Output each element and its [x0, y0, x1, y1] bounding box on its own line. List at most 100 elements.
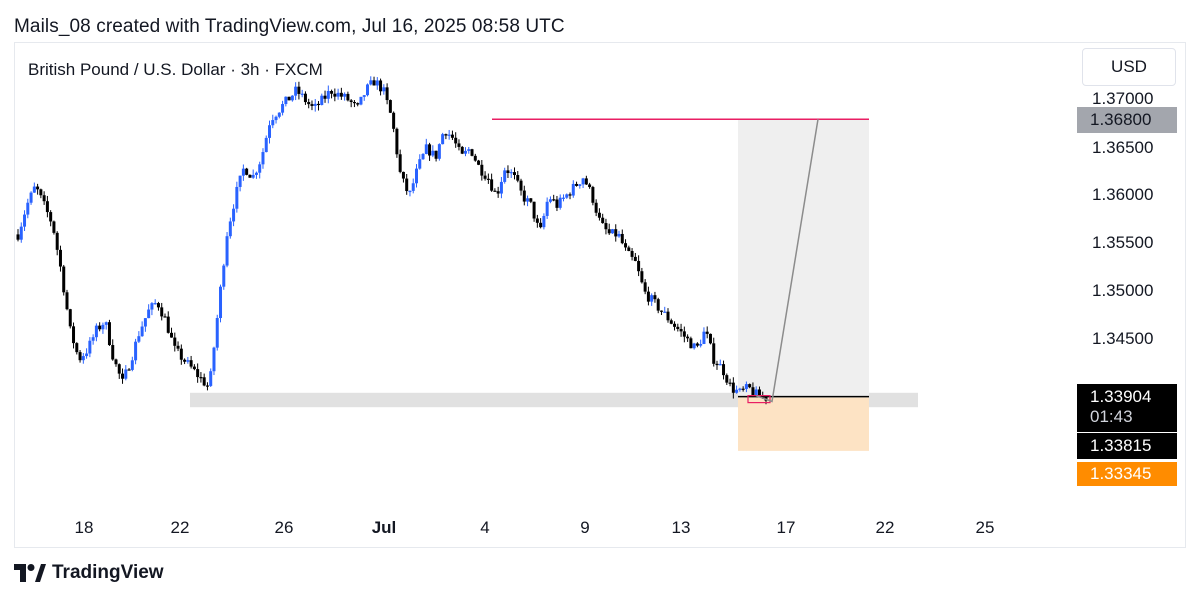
candle [483, 171, 487, 181]
candle [320, 93, 324, 106]
candle [317, 101, 321, 111]
candle [643, 279, 647, 295]
date-tick: 22 [875, 518, 895, 537]
candle [245, 167, 249, 176]
candle [19, 222, 23, 243]
candle [219, 284, 223, 323]
profit-target-zone[interactable] [738, 119, 869, 398]
candle [722, 360, 726, 380]
candle [702, 327, 706, 345]
candle [189, 355, 193, 369]
candle [366, 83, 370, 97]
candle [166, 311, 170, 334]
candle [630, 248, 634, 261]
candle [526, 195, 530, 207]
candle [607, 223, 611, 235]
candle [134, 338, 138, 365]
candle [199, 372, 203, 383]
price-tick: 1.36000 [1092, 185, 1154, 204]
candle [261, 148, 265, 169]
candle [669, 318, 673, 325]
candle [447, 129, 451, 140]
candle [271, 114, 275, 129]
last-price-label: 1.33904 01:43 [1077, 384, 1177, 432]
candle [421, 153, 425, 160]
stop-price-label: 1.33345 [1077, 462, 1177, 486]
candle [499, 176, 503, 199]
candle [565, 193, 569, 199]
candle [104, 321, 108, 330]
projection-path[interactable] [755, 119, 819, 403]
candle [388, 99, 392, 114]
candle [561, 194, 565, 202]
candle [493, 188, 497, 192]
candle [715, 360, 719, 370]
candle [55, 231, 59, 256]
candle [130, 356, 134, 372]
candle [591, 185, 595, 206]
candle [294, 82, 298, 101]
candle [434, 150, 438, 162]
candle [212, 346, 216, 376]
candle [300, 89, 304, 98]
candle [369, 76, 373, 86]
candle [705, 326, 709, 339]
candle [418, 154, 422, 170]
candle [163, 313, 167, 318]
candle [98, 322, 102, 332]
stop-loss-zone[interactable] [738, 397, 869, 451]
entry-marker [747, 395, 771, 404]
price-tick: 1.34500 [1092, 329, 1154, 348]
candle [62, 264, 66, 296]
tradingview-logo-text: TradingView [52, 562, 164, 583]
candle [251, 169, 255, 179]
candle [349, 99, 353, 108]
candle [398, 149, 402, 174]
candle [741, 386, 745, 392]
candle [558, 194, 562, 210]
candle [624, 239, 628, 251]
candle [117, 363, 121, 379]
candle [539, 218, 543, 229]
candle [16, 229, 20, 242]
candle [49, 210, 53, 227]
date-tick: 9 [580, 518, 590, 537]
candle [137, 331, 141, 344]
candle [601, 213, 605, 224]
candle [372, 76, 376, 86]
candle [205, 382, 209, 391]
price-tick: 1.37000 [1092, 89, 1154, 108]
candle [375, 77, 379, 90]
candle [173, 332, 177, 352]
support-zone[interactable] [190, 392, 918, 408]
bar-countdown: 01:43 [1090, 407, 1133, 426]
candle [343, 92, 347, 101]
candle [209, 368, 213, 388]
tradingview-logo[interactable]: TradingView [14, 562, 164, 584]
symbol-title[interactable]: British Pound / U.S. Dollar · 3h · FXCM [28, 60, 323, 79]
candle [359, 96, 363, 106]
candle [405, 173, 409, 195]
candle [248, 174, 252, 178]
date-tick: 25 [975, 518, 995, 537]
candle [202, 373, 206, 387]
candle [91, 334, 95, 345]
candle [509, 169, 513, 178]
currency-selector[interactable]: USD [1082, 48, 1176, 86]
candle [480, 159, 484, 181]
candle [29, 191, 33, 205]
candle [588, 182, 592, 189]
candle [23, 210, 27, 231]
candle [170, 327, 174, 338]
candle [382, 84, 386, 95]
candle [686, 334, 690, 342]
candle [241, 164, 245, 181]
candle [88, 337, 92, 358]
candle [186, 356, 190, 364]
candle [578, 184, 582, 189]
candle [614, 224, 618, 242]
candle [385, 83, 389, 105]
candle [339, 87, 343, 100]
candle [575, 181, 579, 187]
